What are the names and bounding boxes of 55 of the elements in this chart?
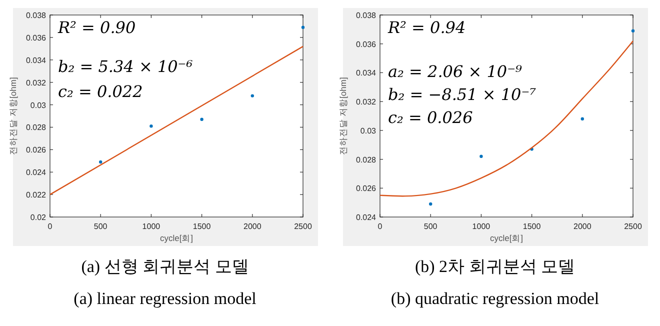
point <box>429 202 432 206</box>
x-tick-label: 0 <box>48 222 53 231</box>
y-tick-label: 0.03 <box>30 100 47 110</box>
y-tick-label: 0.026 <box>356 184 377 194</box>
x-tick-label: 2500 <box>624 222 642 231</box>
annotation: R² = 0.90 <box>57 18 136 37</box>
x-tick-label: 1000 <box>142 222 161 231</box>
y-tick-label: 0.03 <box>360 126 377 136</box>
annotation: b₂ = 5.34 × 10⁻⁶ <box>58 57 194 76</box>
annotation: a₂ = 2.06 × 10⁻⁹ <box>388 62 523 81</box>
x-tick-label: 500 <box>94 222 108 231</box>
point <box>250 94 254 98</box>
annotation: c₂ = 0.022 <box>58 82 143 101</box>
point <box>631 29 635 32</box>
y-tick-label: 0.036 <box>356 40 377 49</box>
x-tick-label: 500 <box>424 222 438 231</box>
y-tick-label: 0.032 <box>26 78 47 88</box>
y-tick-label: 0.02 <box>30 213 47 222</box>
line-series <box>379 40 634 197</box>
text: (a) linear regression model <box>74 289 257 308</box>
x-tick-label: 2500 <box>294 222 312 231</box>
annotation: R² = 0.94 <box>387 18 466 37</box>
x-tick-label: 1500 <box>522 222 542 231</box>
y-tick-label: 0.038 <box>356 11 377 20</box>
y-tick-label: 0.034 <box>26 56 47 65</box>
y-tick-label: 0.034 <box>356 68 377 78</box>
x-tick-label: 2000 <box>244 222 262 231</box>
y-tick-label: 0.028 <box>356 155 377 164</box>
text: (b) quadratic regression model <box>390 289 600 308</box>
x-tick-label: 0 <box>378 222 383 231</box>
y-tick-label: 0.028 <box>26 123 47 132</box>
annotation: c₂ = 0.026 <box>388 108 473 127</box>
text: (b) 2차 회귀분석 모델 <box>414 257 576 276</box>
y-tick-label: 0.038 <box>26 11 47 20</box>
point <box>301 26 305 29</box>
y-tick-label: 0.022 <box>26 190 47 200</box>
point <box>99 160 102 164</box>
y-tick-label: 0.026 <box>26 146 47 155</box>
x-axis-title: cycle[회] <box>160 233 194 243</box>
annotation: b₂ = −8.51 × 10⁻⁷ <box>388 85 537 104</box>
y-tick-label: 0.024 <box>356 213 377 222</box>
x-tick-label: 1500 <box>192 222 212 231</box>
point <box>200 118 204 121</box>
point <box>480 154 483 158</box>
point <box>150 124 153 128</box>
y-tick-label: 0.032 <box>356 98 377 107</box>
y-axis-title: 전하전달 저항[ohm] <box>338 77 348 155</box>
x-tick-label: 2000 <box>574 222 592 231</box>
y-tick-label: 0.036 <box>26 33 47 42</box>
text: (a) 선형 회귀분석 모델 <box>81 257 249 276</box>
point <box>580 117 584 120</box>
y-axis-title: 전하전달 저항[ohm] <box>8 77 18 155</box>
y-tick-label: 0.024 <box>26 168 47 178</box>
x-axis-title: cycle[회] <box>490 233 524 243</box>
x-tick-label: 1000 <box>472 222 491 231</box>
